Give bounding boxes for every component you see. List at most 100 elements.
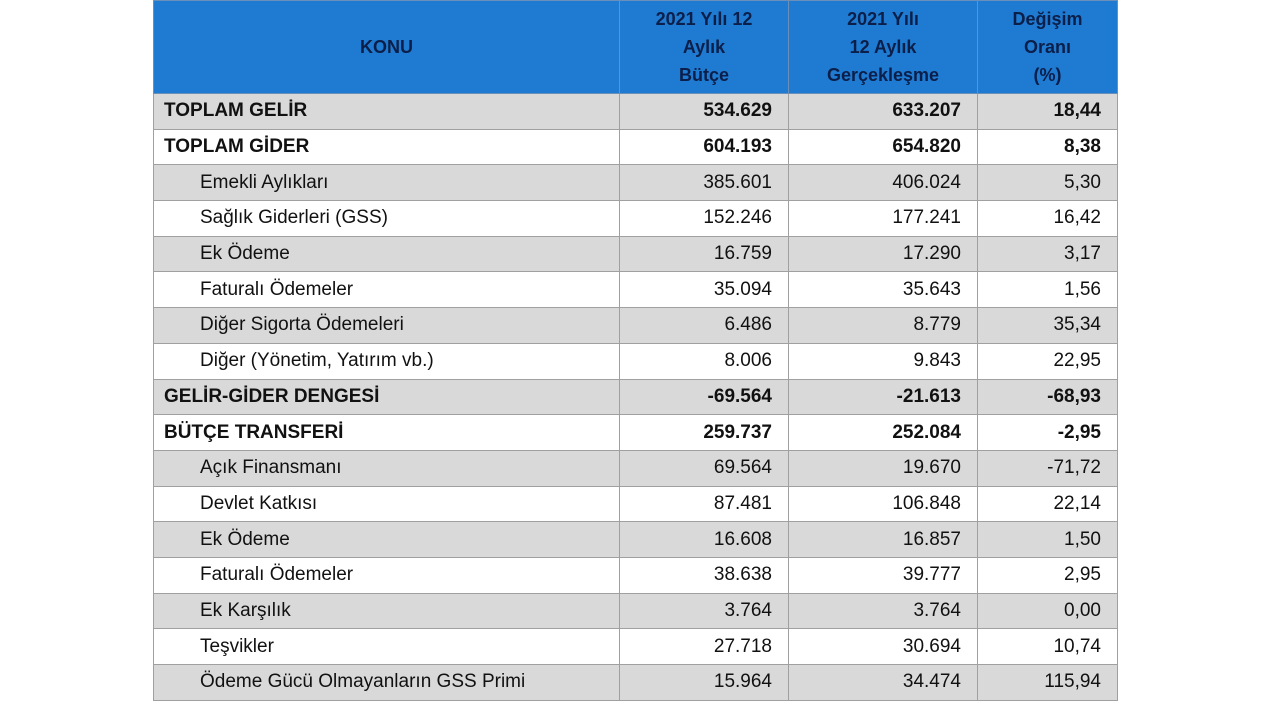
header-line: Bütçe xyxy=(678,65,729,85)
row-label: Devlet Katkısı xyxy=(153,485,620,523)
header-line: 2021 Yılı xyxy=(847,9,919,29)
row-label: Sağlık Giderleri (GSS) xyxy=(153,200,620,237)
value-cell: -71,72 xyxy=(977,449,1118,487)
budget-table: KONU 2021 Yılı 12 Aylık Bütçe 2021 Yılı 12 Ay… xyxy=(153,0,1118,701)
header-row: KONU 2021 Yılı 12 Aylık Bütçe 2021 Yılı 12 Ay… xyxy=(153,0,1118,94)
value-cell: 87.481 xyxy=(619,485,789,523)
table-row: Ek Ödeme 16.759 17.290 3,17 xyxy=(153,235,1118,273)
value-cell: 22,95 xyxy=(977,342,1118,380)
value-cell: 534.629 xyxy=(619,93,789,130)
value-cell: 259.737 xyxy=(619,414,789,451)
table-row: Açık Finansmanı 69.564 19.670 -71,72 xyxy=(153,449,1118,487)
table-row: Devlet Katkısı 87.481 106.848 22,14 xyxy=(153,485,1118,523)
row-label: TOPLAM GİDER xyxy=(153,128,620,166)
header-cell: 2021 Yılı 12 Aylık Gerçekleşme xyxy=(788,0,978,94)
value-cell: 17.290 xyxy=(788,235,978,273)
row-label: Ek Ödeme xyxy=(153,521,620,558)
table-row: Emekli Aylıkları 385.601 406.024 5,30 xyxy=(153,164,1118,202)
table-row: BÜTÇE TRANSFERİ 259.737 252.084 -2,95 xyxy=(153,414,1118,451)
header-cell: KONU xyxy=(153,0,620,94)
header-line: Aylık xyxy=(682,37,726,57)
row-label: GELİR-GİDER DENGESİ xyxy=(153,378,620,416)
value-cell: 3.764 xyxy=(788,592,978,630)
value-cell: 6.486 xyxy=(619,307,789,344)
table-container: KONU 2021 Yılı 12 Aylık Bütçe 2021 Yılı 12 Ay… xyxy=(153,0,1118,701)
value-cell: 2,95 xyxy=(977,556,1118,594)
header-line: Değişim xyxy=(1012,9,1083,29)
row-label: Faturalı Ödemeler xyxy=(153,556,620,594)
header-line: KONU xyxy=(360,37,413,57)
row-label: Diğer Sigorta Ödemeleri xyxy=(153,307,620,344)
row-label: Ek Karşılık xyxy=(153,592,620,630)
header-line: Oranı xyxy=(1023,37,1071,57)
value-cell: 16.608 xyxy=(619,521,789,558)
value-cell: 16,42 xyxy=(977,200,1118,237)
value-cell: 35.643 xyxy=(788,271,978,309)
row-label: TOPLAM GELİR xyxy=(153,93,620,130)
value-cell: 252.084 xyxy=(788,414,978,451)
value-cell: 3.764 xyxy=(619,592,789,630)
value-cell: 35.094 xyxy=(619,271,789,309)
value-cell: 22,14 xyxy=(977,485,1118,523)
row-label: BÜTÇE TRANSFERİ xyxy=(153,414,620,451)
value-cell: -2,95 xyxy=(977,414,1118,451)
value-cell: 654.820 xyxy=(788,128,978,166)
value-cell: 69.564 xyxy=(619,449,789,487)
value-cell: 9.843 xyxy=(788,342,978,380)
value-cell: 19.670 xyxy=(788,449,978,487)
header-line: 12 Aylık xyxy=(849,37,917,57)
header-line: (%) xyxy=(1033,65,1062,85)
table-row: Faturalı Ödemeler 38.638 39.777 2,95 xyxy=(153,556,1118,594)
value-cell: 3,17 xyxy=(977,235,1118,273)
header-line: 2021 Yılı 12 xyxy=(655,9,753,29)
value-cell: 8.006 xyxy=(619,342,789,380)
table-row: TOPLAM GELİR 534.629 633.207 18,44 xyxy=(153,93,1118,130)
table-row: Ödeme Gücü Olmayanların GSS Primi 15.964 3… xyxy=(153,664,1118,701)
value-cell: 18,44 xyxy=(977,93,1118,130)
value-cell: -68,93 xyxy=(977,378,1118,416)
value-cell: 8,38 xyxy=(977,128,1118,166)
value-cell: 385.601 xyxy=(619,164,789,202)
table-body: TOPLAM GELİR 534.629 633.207 18,44 TOPLAM Gİ… xyxy=(153,93,1118,701)
value-cell: 16.857 xyxy=(788,521,978,558)
value-cell: 38.638 xyxy=(619,556,789,594)
table-row: Diğer Sigorta Ödemeleri 6.486 8.779 35,34 xyxy=(153,307,1118,344)
value-cell: 34.474 xyxy=(788,664,978,701)
value-cell: 15.964 xyxy=(619,664,789,701)
value-cell: 39.777 xyxy=(788,556,978,594)
header-line: Gerçekleşme xyxy=(826,65,940,85)
row-label: Ek Ödeme xyxy=(153,235,620,273)
value-cell: 604.193 xyxy=(619,128,789,166)
row-label: Emekli Aylıkları xyxy=(153,164,620,202)
value-cell: 406.024 xyxy=(788,164,978,202)
row-label: Açık Finansmanı xyxy=(153,449,620,487)
value-cell: 152.246 xyxy=(619,200,789,237)
value-cell: 0,00 xyxy=(977,592,1118,630)
value-cell: 633.207 xyxy=(788,93,978,130)
row-label: Teşvikler xyxy=(153,628,620,665)
value-cell: 177.241 xyxy=(788,200,978,237)
row-label: Diğer (Yönetim, Yatırım vb.) xyxy=(153,342,620,380)
value-cell: 106.848 xyxy=(788,485,978,523)
value-cell: 10,74 xyxy=(977,628,1118,665)
value-cell: 30.694 xyxy=(788,628,978,665)
row-label: Ödeme Gücü Olmayanların GSS Primi xyxy=(153,664,620,701)
header-cell: 2021 Yılı 12 Aylık Bütçe xyxy=(619,0,789,94)
value-cell: 27.718 xyxy=(619,628,789,665)
table-row: Diğer (Yönetim, Yatırım vb.) 8.006 9.843 22… xyxy=(153,342,1118,380)
table-row: GELİR-GİDER DENGESİ -69.564 -21.613 -68,93 xyxy=(153,378,1118,416)
header-cell: Değişim Oranı (%) xyxy=(977,0,1118,94)
value-cell: 16.759 xyxy=(619,235,789,273)
value-cell: 1,56 xyxy=(977,271,1118,309)
value-cell: 1,50 xyxy=(977,521,1118,558)
table-row: Faturalı Ödemeler 35.094 35.643 1,56 xyxy=(153,271,1118,309)
table-row: TOPLAM GİDER 604.193 654.820 8,38 xyxy=(153,128,1118,166)
table-row: Ek Ödeme 16.608 16.857 1,50 xyxy=(153,521,1118,558)
value-cell: -69.564 xyxy=(619,378,789,416)
value-cell: 8.779 xyxy=(788,307,978,344)
table-row: Sağlık Giderleri (GSS) 152.246 177.241 16,4… xyxy=(153,200,1118,237)
row-label: Faturalı Ödemeler xyxy=(153,271,620,309)
table-row: Teşvikler 27.718 30.694 10,74 xyxy=(153,628,1118,665)
value-cell: 5,30 xyxy=(977,164,1118,202)
